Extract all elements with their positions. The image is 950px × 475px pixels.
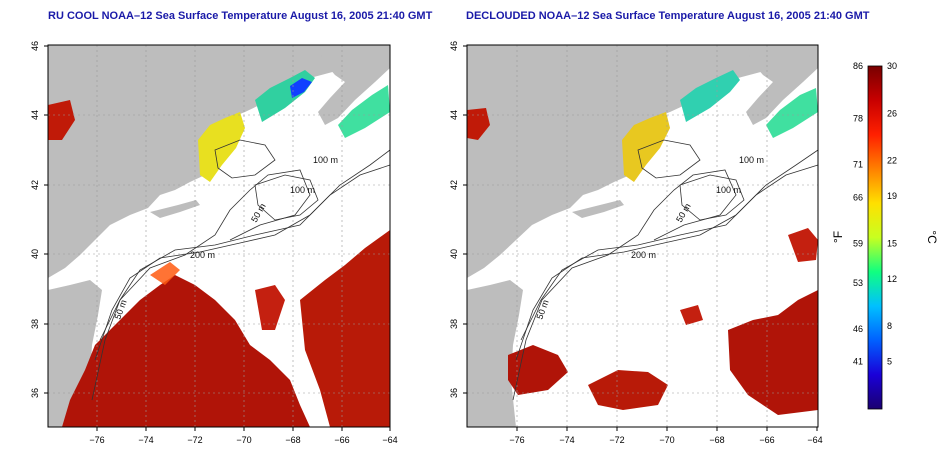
long-island-land: [572, 200, 624, 218]
lat-tick: 36: [449, 388, 459, 398]
lat-tick: 44: [449, 110, 459, 120]
lat-tick: 36: [30, 388, 40, 398]
lon-tick: −64: [382, 435, 397, 445]
lat-tick: 44: [30, 110, 40, 120]
gulf-maine-contour: [214, 139, 276, 179]
lon-tick: −70: [236, 435, 251, 445]
contour-label-100m-b: 100 m: [716, 185, 741, 195]
warm-water-florida-shelf: [48, 100, 75, 140]
isobath-100m: [94, 149, 391, 361]
gulf-maine-contour: [637, 139, 701, 179]
georges-bank-contour: [254, 174, 319, 221]
celsius-tick-label: 15: [887, 238, 897, 248]
celsius-tick-label: 22: [887, 156, 897, 166]
warm-water-mid: [255, 285, 285, 330]
lon-tick: −74: [138, 435, 153, 445]
fahrenheit-tick-label: 46: [853, 324, 863, 334]
nova-scotia-land: [746, 45, 818, 125]
lon-tick: −66: [334, 435, 349, 445]
lon-tick: −66: [759, 435, 774, 445]
contour-label-200m: 200 m: [190, 250, 215, 260]
cool-water-ns: [338, 85, 390, 138]
lat-tick: 42: [449, 180, 459, 190]
celsius-tick-label: 30: [887, 61, 897, 71]
nova-scotia-land: [318, 45, 390, 125]
temperature-colorbar: 86 78 71 66 59 53 46 41 30 26 22 19 15 12 8 5 °F °C: [831, 61, 939, 410]
cool-water-ns: [766, 88, 818, 138]
unit-celsius: °C: [925, 230, 939, 244]
contour-label-100m-a: 100 m: [313, 155, 338, 165]
celsius-tick-label: 19: [887, 191, 897, 201]
lat-tick: 38: [30, 319, 40, 329]
colorbar-gradient: [867, 65, 883, 410]
land-mass: [48, 45, 372, 278]
land-mass: [467, 45, 800, 278]
isobath-50m: [512, 169, 737, 401]
celsius-tick-label: 12: [887, 274, 897, 284]
fahrenheit-tick-label: 71: [853, 160, 863, 170]
celsius-tick-label: 26: [887, 108, 897, 118]
unit-fahrenheit: °F: [831, 231, 845, 243]
right-map-title: DECLOUDED NOAA–12 Sea Surface Temperatur…: [466, 10, 870, 22]
lon-tick: −72: [609, 435, 624, 445]
lat-tick: 40: [30, 249, 40, 259]
contour-label-100m-b: 100 m: [290, 185, 315, 195]
left-map-title: RU COOL NOAA–12 Sea Surface Temperature …: [48, 10, 433, 22]
isobath-50m: [91, 169, 311, 401]
long-island-land: [150, 200, 200, 218]
fahrenheit-tick-label: 86: [853, 61, 863, 71]
isobath-200m: [520, 164, 819, 341]
lon-tick: −70: [659, 435, 674, 445]
celsius-tick-label: 5: [887, 357, 892, 367]
lon-tick: −68: [285, 435, 300, 445]
warm-water-east-small: [788, 228, 818, 262]
fahrenheit-tick-label: 66: [853, 192, 863, 202]
lon-tick: −76: [509, 435, 524, 445]
lat-tick: 42: [30, 180, 40, 190]
orange-water-band: [150, 262, 180, 285]
lat-tick: 38: [449, 319, 459, 329]
lon-tick: −76: [89, 435, 104, 445]
warm-water-east: [300, 230, 390, 427]
fahrenheit-tick-label: 78: [853, 114, 863, 124]
warm-water-florida-shelf: [467, 108, 490, 140]
contour-label-200m: 200 m: [631, 250, 656, 260]
fahrenheit-tick-label: 41: [853, 357, 863, 367]
contour-label-100m-a: 100 m: [739, 155, 764, 165]
lon-tick: −68: [709, 435, 724, 445]
isobath-200m: [99, 164, 391, 341]
lon-tick: −64: [807, 435, 822, 445]
warm-water-south-mid: [588, 370, 668, 410]
warm-water-patch: [680, 305, 703, 325]
georges-bank-contour: [679, 174, 745, 221]
lat-tick: 40: [449, 249, 459, 259]
sst-map-declouded: 100 m 100 m 50 m 200 m 50 m −76 −74 −72 …: [449, 41, 823, 445]
warm-water-south-west: [508, 345, 568, 395]
lat-tick: 46: [449, 41, 459, 51]
cold-water-fundy: [290, 78, 312, 98]
fahrenheit-tick-label: 53: [853, 278, 863, 288]
fahrenheit-tick-label: 59: [853, 238, 863, 248]
mid-atlantic-land: [467, 280, 523, 427]
lon-tick: −72: [187, 435, 202, 445]
cool-water-bay: [680, 70, 740, 122]
warm-water-south-east: [728, 290, 818, 415]
sst-map-cloudy: 100 m 100 m 50 m 200 m 50 m −76 −74 −72 …: [30, 41, 398, 445]
warm-water-south: [62, 275, 310, 427]
isobath-100m: [515, 149, 819, 361]
lat-tick: 46: [30, 41, 40, 51]
lon-tick: −74: [559, 435, 574, 445]
celsius-tick-label: 8: [887, 321, 892, 331]
